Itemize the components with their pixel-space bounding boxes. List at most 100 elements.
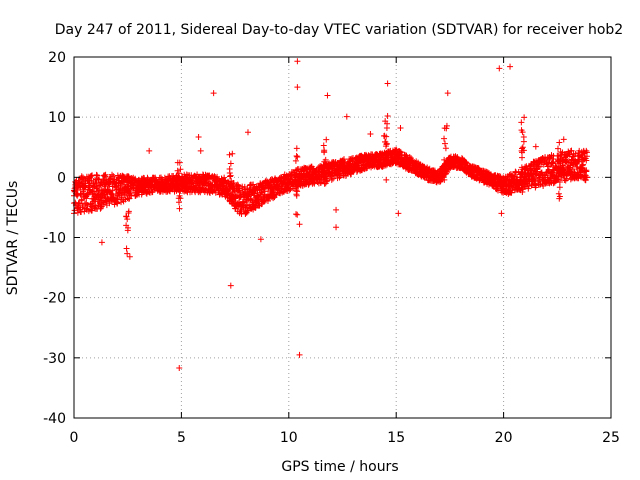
data-points bbox=[71, 58, 590, 372]
data-point bbox=[333, 206, 340, 213]
data-point bbox=[210, 90, 217, 97]
data-point bbox=[227, 172, 234, 179]
data-point bbox=[94, 172, 101, 179]
data-point bbox=[109, 187, 116, 194]
data-point bbox=[294, 154, 301, 161]
x-tick-label: 25 bbox=[602, 430, 620, 446]
data-point bbox=[241, 199, 248, 206]
data-point bbox=[177, 166, 184, 173]
data-point bbox=[533, 182, 540, 189]
data-point bbox=[119, 196, 126, 203]
data-point bbox=[294, 211, 301, 218]
data-point bbox=[123, 175, 130, 182]
data-point bbox=[110, 173, 117, 180]
data-point bbox=[583, 149, 590, 156]
data-point bbox=[100, 199, 107, 206]
data-point bbox=[250, 181, 257, 188]
data-point bbox=[76, 201, 83, 208]
data-point bbox=[119, 172, 126, 179]
data-point bbox=[525, 185, 532, 192]
data-point bbox=[558, 152, 565, 159]
data-point bbox=[382, 143, 389, 150]
data-point bbox=[556, 139, 563, 146]
data-point bbox=[348, 171, 355, 178]
data-point bbox=[310, 179, 317, 186]
data-point bbox=[78, 173, 85, 180]
data-point bbox=[568, 147, 575, 154]
data-point bbox=[518, 119, 525, 126]
data-point bbox=[554, 145, 561, 152]
data-point bbox=[244, 192, 251, 199]
data-point bbox=[565, 148, 572, 155]
data-point bbox=[321, 149, 328, 156]
data-point bbox=[557, 148, 564, 155]
chart-title: Day 247 of 2011, Sidereal Day-to-day VTE… bbox=[55, 22, 623, 38]
data-point bbox=[96, 182, 103, 189]
data-point bbox=[234, 181, 241, 188]
data-point bbox=[437, 178, 444, 185]
grid-lines bbox=[74, 57, 611, 418]
data-point bbox=[227, 282, 234, 289]
data-point bbox=[268, 176, 275, 183]
y-tick-label: -40 bbox=[43, 411, 66, 427]
data-point bbox=[96, 187, 103, 194]
data-point bbox=[555, 152, 562, 159]
data-point bbox=[114, 200, 121, 207]
x-tick-label: 10 bbox=[280, 430, 298, 446]
data-point bbox=[293, 187, 300, 194]
data-point bbox=[556, 184, 563, 191]
data-point bbox=[566, 151, 573, 158]
data-point bbox=[549, 159, 556, 166]
data-point bbox=[100, 176, 107, 183]
data-point bbox=[321, 170, 328, 177]
data-point bbox=[282, 175, 289, 182]
data-point bbox=[174, 159, 181, 166]
data-point bbox=[322, 173, 329, 180]
data-point bbox=[295, 178, 302, 185]
data-point bbox=[126, 253, 133, 260]
data-point bbox=[175, 181, 182, 188]
data-point bbox=[322, 180, 329, 187]
data-point bbox=[292, 157, 299, 164]
y-tick-label: -10 bbox=[43, 231, 66, 247]
data-point bbox=[310, 165, 317, 172]
data-point bbox=[441, 168, 448, 175]
data-point bbox=[520, 147, 527, 154]
data-point bbox=[86, 186, 93, 193]
data-point bbox=[323, 136, 330, 143]
data-point bbox=[518, 127, 525, 134]
data-point bbox=[545, 167, 552, 174]
data-point bbox=[183, 171, 190, 178]
data-point bbox=[563, 175, 570, 182]
data-point bbox=[293, 145, 300, 152]
data-point bbox=[257, 236, 264, 243]
data-point bbox=[146, 147, 153, 154]
data-point bbox=[443, 162, 450, 169]
data-point bbox=[384, 112, 391, 119]
data-point bbox=[294, 58, 301, 65]
data-point bbox=[395, 210, 402, 217]
data-point bbox=[101, 172, 108, 179]
data-point bbox=[549, 160, 556, 167]
x-tick-label: 5 bbox=[177, 430, 186, 446]
data-point bbox=[324, 92, 331, 99]
data-point bbox=[520, 179, 527, 186]
data-point bbox=[583, 147, 590, 154]
data-point bbox=[221, 177, 228, 184]
data-point bbox=[441, 176, 448, 183]
data-point bbox=[293, 167, 300, 174]
data-point bbox=[98, 239, 105, 246]
data-point bbox=[496, 65, 503, 72]
data-point bbox=[244, 129, 251, 136]
data-point bbox=[125, 183, 132, 190]
x-tick-label: 20 bbox=[495, 430, 513, 446]
y-tick-label: 20 bbox=[48, 50, 66, 66]
data-point bbox=[580, 161, 587, 168]
data-point bbox=[521, 114, 528, 121]
data-point bbox=[229, 150, 236, 157]
data-point bbox=[98, 204, 105, 211]
y-tick-label: -30 bbox=[43, 351, 66, 367]
data-point bbox=[581, 173, 588, 180]
data-point bbox=[74, 187, 81, 194]
